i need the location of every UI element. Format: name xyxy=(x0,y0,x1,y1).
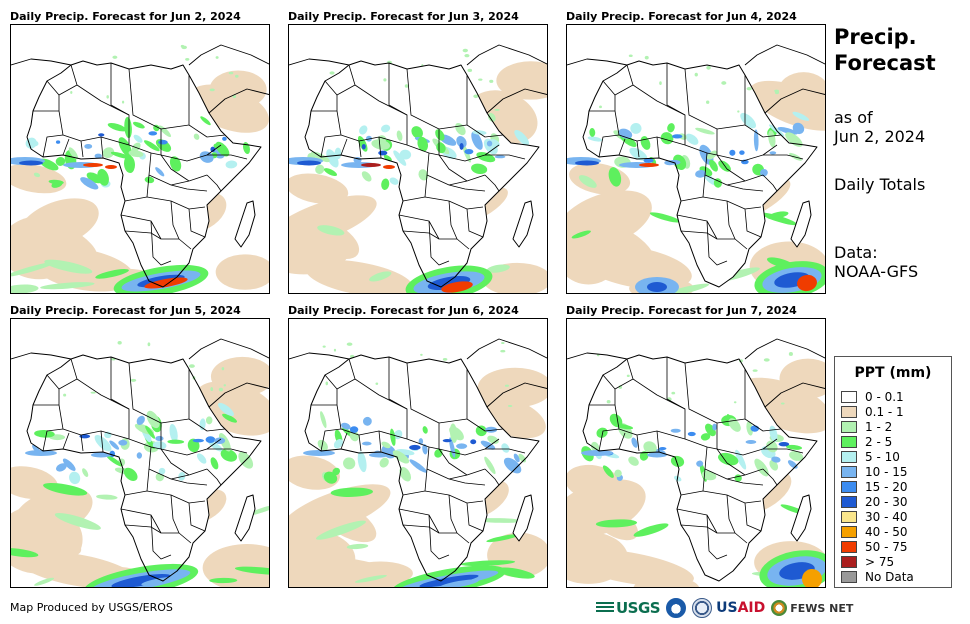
credit-text: Map Produced by USGS/EROS xyxy=(10,601,173,614)
precip-map xyxy=(288,318,548,588)
legend-label: No Data xyxy=(865,569,914,584)
legend-title: PPT (mm) xyxy=(854,365,932,381)
legend-swatch xyxy=(841,420,857,433)
legend-swatch xyxy=(841,435,857,448)
legend-swatch xyxy=(841,510,857,523)
panel-title: Daily Precip. Forecast for Jun 5, 2024 xyxy=(10,304,241,317)
fews-net-logo: FEWS NET xyxy=(790,601,854,615)
legend-swatch xyxy=(841,465,857,478)
legend-item: 30 - 40 xyxy=(841,509,914,524)
legend-swatch xyxy=(841,540,857,553)
legend-swatch xyxy=(841,405,857,418)
legend-label: > 75 xyxy=(865,554,895,569)
legend-item: 40 - 50 xyxy=(841,524,914,539)
usgs-logo: USGS xyxy=(596,599,661,617)
legend-swatch xyxy=(841,480,857,493)
legend-swatch xyxy=(841,525,857,538)
legend-swatch xyxy=(841,555,857,568)
legend-label: 15 - 20 xyxy=(865,479,908,494)
daily-totals-label: Daily Totals xyxy=(834,175,926,194)
legend-label: 30 - 40 xyxy=(865,509,908,524)
legend-item: 15 - 20 xyxy=(841,479,914,494)
data-source: Data: NOAA-GFS xyxy=(834,243,919,281)
legend-item: No Data xyxy=(841,569,914,584)
legend-item: 20 - 30 xyxy=(841,494,914,509)
precip-map xyxy=(566,318,826,588)
legend-item: 1 - 2 xyxy=(841,419,914,434)
main-title: Precip. Forecast xyxy=(834,25,936,75)
seal-logo-icon xyxy=(692,598,713,618)
usaid-logo: USAID xyxy=(716,600,766,616)
legend-swatch xyxy=(841,450,857,463)
legend-item: 0.1 - 1 xyxy=(841,404,914,419)
panel-title: Daily Precip. Forecast for Jun 4, 2024 xyxy=(566,10,797,23)
legend-swatch xyxy=(841,570,857,583)
as-of-date: as of Jun 2, 2024 xyxy=(834,108,926,146)
legend-swatch xyxy=(841,390,857,403)
fews-net-icon xyxy=(771,600,788,616)
partner-logos: USGS USAID FEWS NET xyxy=(596,597,853,619)
legend-label: 50 - 75 xyxy=(865,539,908,554)
legend-label: 5 - 10 xyxy=(865,449,900,464)
legend-item: 2 - 5 xyxy=(841,434,914,449)
legend-label: 10 - 15 xyxy=(865,464,908,479)
noaa-logo-icon xyxy=(666,598,687,618)
legend-label: 2 - 5 xyxy=(865,434,893,449)
legend-item: > 75 xyxy=(841,554,914,569)
legend-item: 5 - 10 xyxy=(841,449,914,464)
legend-label: 0.1 - 1 xyxy=(865,404,904,419)
panel-title: Daily Precip. Forecast for Jun 7, 2024 xyxy=(566,304,797,317)
legend-label: 20 - 30 xyxy=(865,494,908,509)
precip-map xyxy=(10,24,270,294)
legend-label: 40 - 50 xyxy=(865,524,908,539)
legend-item: 50 - 75 xyxy=(841,539,914,554)
panel-title: Daily Precip. Forecast for Jun 2, 2024 xyxy=(10,10,241,23)
panel-title: Daily Precip. Forecast for Jun 6, 2024 xyxy=(288,304,519,317)
panel-title: Daily Precip. Forecast for Jun 3, 2024 xyxy=(288,10,519,23)
legend-label: 0 - 0.1 xyxy=(865,389,904,404)
legend-label: 1 - 2 xyxy=(865,419,893,434)
legend-item: 0 - 0.1 xyxy=(841,389,914,404)
precip-map xyxy=(10,318,270,588)
precip-map xyxy=(288,24,548,294)
legend-swatch xyxy=(841,495,857,508)
legend-item: 10 - 15 xyxy=(841,464,914,479)
precip-map xyxy=(566,24,826,294)
